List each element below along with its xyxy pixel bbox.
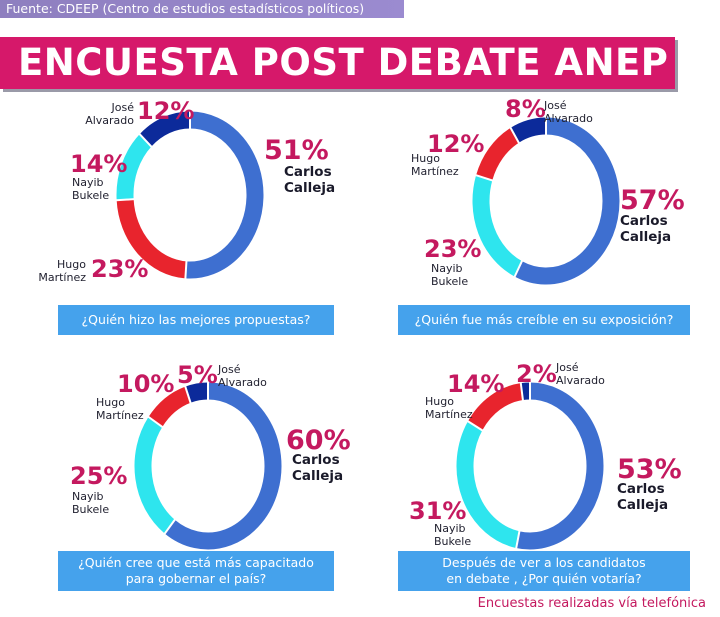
name-label-nayib-bukele: Nayib Bukele [72,176,110,202]
name-label-carlos-calleja: Carlos Calleja [617,481,669,513]
donut-slice-martnez [116,199,187,279]
name-label-jose-alvarado: José Alvarado [218,363,267,389]
slice-separator [138,133,153,148]
slice-separator [147,415,164,429]
pct-label-carlos-calleja: 60% [286,425,351,456]
donut-slice-martnez [467,383,524,431]
question-box-creible: ¿Quién fue más creíble en su exposición? [398,305,690,335]
slice-separator [475,174,494,182]
footer-note: Encuestas realizadas vía telefónica [477,596,706,611]
name-label-nayib-bukele: Nayib Bukele [72,490,110,516]
slice-separator [519,382,524,401]
donut-slice-martnez [148,386,192,427]
name-label-nayib-bukele: Nayib Bukele [431,262,469,288]
slice-separator [515,530,521,549]
slice-separator [509,126,520,144]
donut-chart-propuestas [116,111,264,279]
slice-separator [163,518,176,535]
name-label-hugo-martinez: Hugo Martínez [38,258,86,284]
donut-chart-creible [472,117,620,285]
name-label-nayib-bukele: Nayib Bukele [434,522,472,548]
donut-slice-calleja [185,111,264,279]
donut-slice-alvarado [520,382,531,401]
question-box-propuestas: ¿Quién hizo las mejores propuestas? [58,305,334,335]
page-title: ENCUESTA POST DEBATE ANEP [18,41,669,84]
donut-slice-calleja [514,117,620,285]
pct-label-jose-alvarado: 8% [505,95,546,123]
pct-label-nayib-bukele: 31% [409,497,467,525]
name-label-hugo-martinez: Hugo Martínez [425,395,473,421]
pct-label-hugo-martinez: 23% [91,255,149,283]
pct-label-hugo-martinez: 10% [117,370,175,398]
pct-label-nayib-bukele: 14% [70,150,128,178]
pct-label-hugo-martinez: 14% [447,370,505,398]
source-banner: Fuente: CDEEP (Centro de estudios estadí… [0,0,404,18]
donut-chart-capacitado [134,382,282,550]
pct-label-jose-alvarado: 5% [177,361,218,389]
name-label-carlos-calleja: Carlos Calleja [284,164,336,196]
name-label-carlos-calleja: Carlos Calleja [620,213,672,245]
name-label-carlos-calleja: Carlos Calleja [292,452,344,484]
name-label-hugo-martinez: Hugo Martínez [411,152,459,178]
donut-slice-martnez [476,128,520,181]
donut-slice-bukele [456,421,520,548]
slice-separator [116,198,135,202]
pct-label-jose-alvarado: 2% [516,360,557,388]
donut-slice-alvarado [184,382,209,403]
donut-slice-bukele [116,134,152,201]
slice-separator [184,385,192,404]
slice-separator [513,260,524,278]
donut-slice-alvarado [510,117,547,143]
question-box-capacitado: ¿Quién cree que está más capacitado para … [58,551,334,591]
pct-label-nayib-bukele: 25% [70,462,128,490]
name-label-hugo-martinez: Hugo Martínez [96,396,144,422]
slice-separator [184,260,188,279]
question-box-votaria: Después de ver a los candidatos en debate… [398,551,690,591]
slice-separator [466,420,484,432]
pct-label-carlos-calleja: 57% [620,185,685,216]
donut-slice-calleja [516,382,604,550]
donut-slice-bukele [134,417,176,534]
title-banner: ENCUESTA POST DEBATE ANEP [0,37,675,89]
pct-label-hugo-martinez: 12% [427,130,485,158]
donut-slice-bukele [472,175,523,277]
donut-chart-votaria [456,382,604,550]
pct-label-nayib-bukele: 23% [424,235,482,263]
name-label-jose-alvarado: José Alvarado [556,361,605,387]
name-label-jose-alvarado: José Alvarado [85,101,134,127]
pct-label-carlos-calleja: 53% [617,454,682,485]
pct-label-jose-alvarado: 12% [137,97,195,125]
donut-slice-alvarado [139,111,191,147]
pct-label-carlos-calleja: 51% [264,135,329,166]
donut-slice-calleja [164,382,282,550]
name-label-jose-alvarado: José Alvarado [544,99,593,125]
